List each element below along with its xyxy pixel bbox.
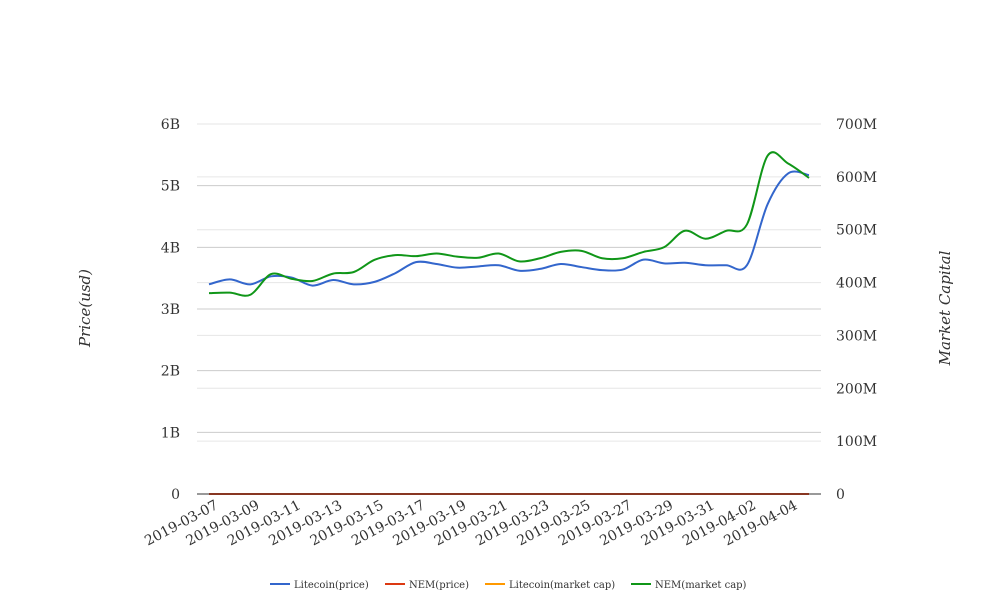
legend: Litecoin(price) NEM(price) Litecoin(market… (270, 580, 747, 591)
y-tick-label: 3B (161, 302, 180, 318)
series-lines (208, 151, 810, 495)
x-axis: 2019-03-072019-03-092019-03-112019-03-13… (142, 497, 800, 549)
legend-label-litecoin-market-cap: Litecoin(market cap) (509, 580, 615, 591)
y2-tick-label: 200M (836, 381, 877, 397)
y-tick-label: 2B (161, 364, 180, 380)
legend-label-litecoin-price: Litecoin(price) (294, 580, 369, 591)
y-axis-left: 0 1B 2B 3B 4B 5B 6B (161, 117, 180, 503)
y2-tick-label: 700M (836, 117, 877, 133)
y-tick-label: 0 (171, 487, 180, 503)
y-axis-title-left: Price(usd) (76, 269, 94, 348)
y2-tick-label: 0 (836, 487, 845, 503)
y-tick-label: 4B (161, 240, 180, 256)
grid (197, 123, 821, 442)
y-axis-right: 0 100M 200M 300M 400M 500M 600M 700M (836, 117, 877, 503)
y2-tick-label: 300M (836, 328, 877, 344)
y-tick-label: 5B (161, 179, 180, 195)
y-axis-title-right: Market Capital (936, 250, 954, 366)
y2-tick-label: 500M (836, 223, 877, 239)
y2-tick-label: 600M (836, 170, 877, 186)
y2-tick-label: 100M (836, 434, 877, 450)
y-tick-label: 1B (161, 425, 180, 441)
y-tick-label: 6B (161, 117, 180, 133)
series-line-litecoin-price (208, 170, 810, 287)
series-line-nem-market-cap (208, 151, 810, 297)
y2-tick-label: 400M (836, 276, 877, 292)
legend-label-nem-price: NEM(price) (409, 580, 469, 591)
legend-label-nem-market-cap: NEM(market cap) (655, 580, 747, 591)
